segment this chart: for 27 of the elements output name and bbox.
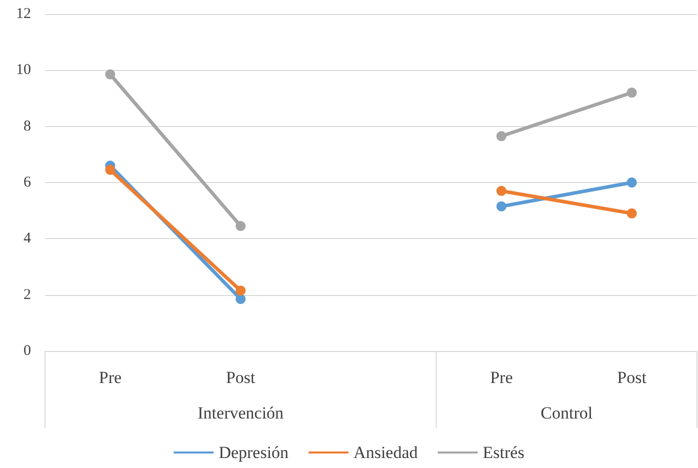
y-tick-label: 0	[24, 343, 31, 359]
point	[236, 286, 246, 296]
legend-label: Ansiedad	[354, 443, 418, 462]
x-tick-label: Post	[226, 368, 256, 387]
point	[236, 221, 246, 232]
point	[496, 186, 506, 196]
x-tick-label: Pre	[490, 368, 513, 387]
point	[626, 208, 637, 218]
y-tick-label: 10	[16, 62, 31, 78]
text: Control	[540, 404, 593, 422]
point	[105, 69, 116, 80]
point	[626, 178, 637, 188]
text: Intervención	[198, 404, 284, 422]
x-tick-label: Pre	[98, 368, 122, 387]
point	[496, 131, 506, 142]
point	[105, 164, 116, 175]
y-tick-label: 8	[24, 118, 31, 134]
point	[496, 201, 506, 212]
point	[626, 88, 637, 98]
y-tick-label: 6	[24, 174, 32, 190]
x-tick-label: Post	[617, 368, 647, 387]
point	[236, 294, 246, 304]
y-tick-label: 2	[24, 286, 31, 303]
legend-label: Estrés	[482, 443, 524, 462]
y-tick-label: 12	[16, 6, 31, 22]
y-tick-label: 4	[24, 230, 32, 247]
legend-label: Depresión	[218, 443, 290, 462]
